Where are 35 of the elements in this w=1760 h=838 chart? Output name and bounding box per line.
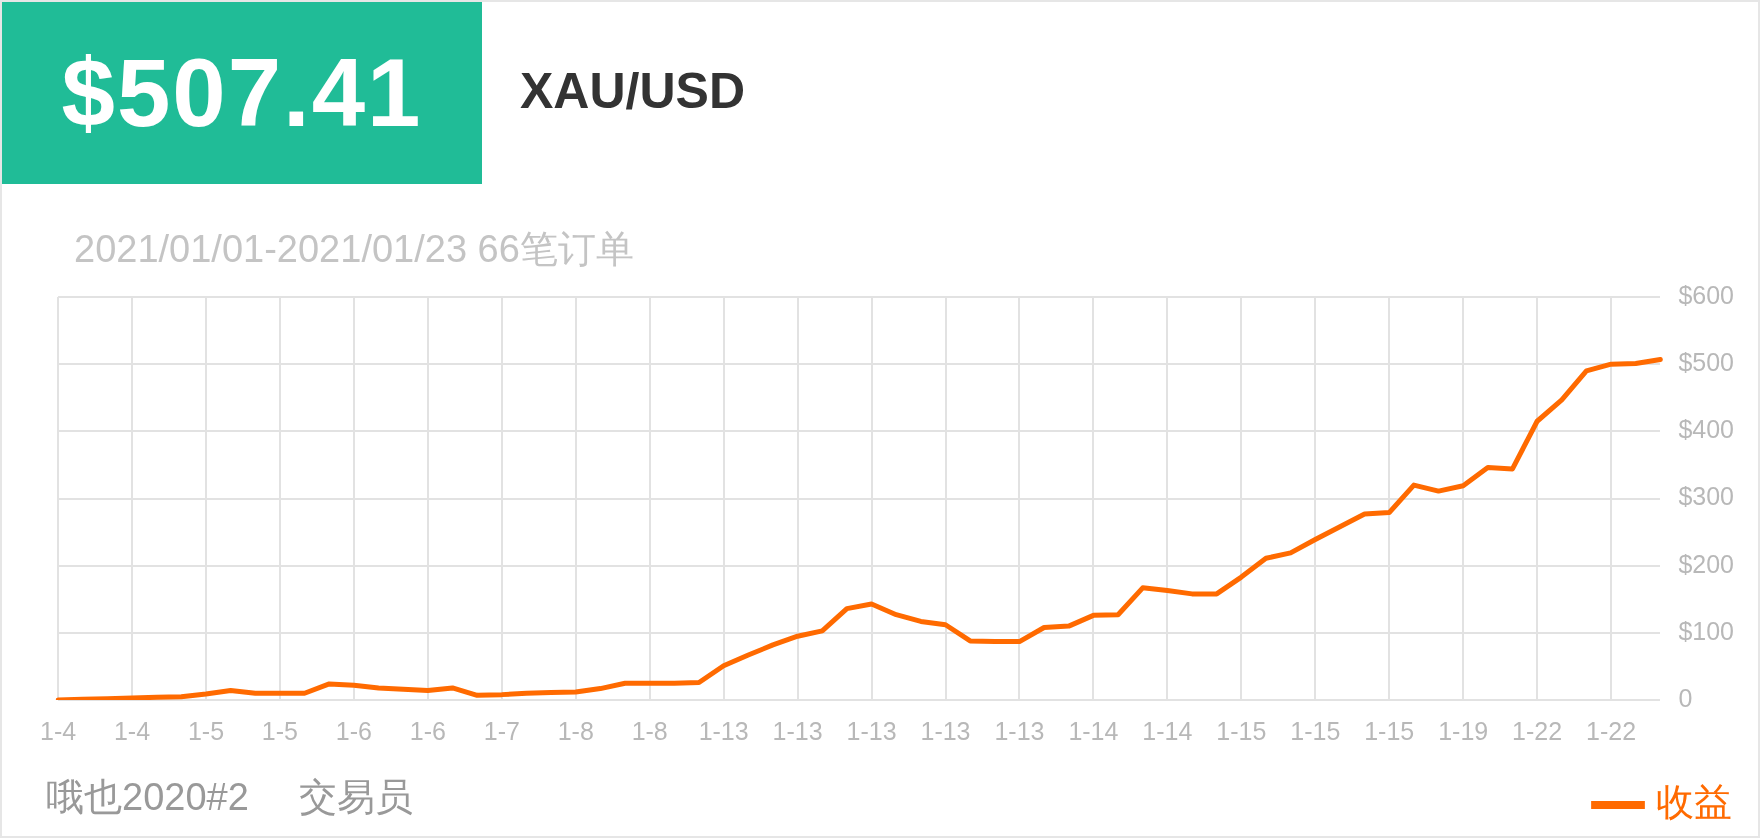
y-tick-label: 0 [1678, 683, 1693, 712]
y-tick-label: $100 [1678, 616, 1735, 645]
x-tick-label: 1-15 [1364, 716, 1415, 745]
x-tick-label: 1-22 [1512, 716, 1563, 745]
x-tick-label: 1-7 [483, 716, 520, 745]
x-tick-label: 1-8 [631, 716, 668, 745]
y-tick-label: $300 [1678, 482, 1735, 511]
y-tick-label: $500 [1678, 348, 1735, 377]
x-tick-label: 1-4 [40, 716, 77, 745]
y-tick-label: $400 [1678, 415, 1735, 444]
y-tick-label: $200 [1678, 549, 1735, 578]
x-tick-label: 1-14 [1068, 716, 1119, 745]
x-tick-label: 1-5 [261, 716, 298, 745]
x-tick-label: 1-13 [920, 716, 971, 745]
legend-label: 收益 [1656, 781, 1732, 824]
chart-subtitle: 2021/01/01-2021/01/23 66笔订单 [74, 227, 634, 272]
x-tick-label: 1-6 [409, 716, 446, 745]
x-tick-label: 1-19 [1438, 716, 1489, 745]
x-tick-label: 1-13 [698, 716, 749, 745]
x-tick-label: 1-15 [1290, 716, 1341, 745]
x-tick-label: 1-15 [1216, 716, 1267, 745]
x-tick-label: 1-14 [1142, 716, 1193, 745]
chart-title: XAU/USD [520, 62, 746, 120]
text: $507.41 [61, 38, 423, 148]
text: 哦也2020#2 [46, 775, 249, 820]
x-tick-label: 1-4 [113, 716, 151, 745]
y-tick-label: $600 [1678, 280, 1735, 309]
x-tick-label: 1-13 [994, 716, 1045, 745]
x-tick-label: 1-13 [846, 716, 897, 745]
x-tick-label: 1-8 [557, 716, 594, 745]
x-tick-label: 1-22 [1586, 716, 1637, 745]
x-tick-label: 1-5 [187, 716, 225, 745]
x-tick-label: 1-13 [772, 716, 823, 745]
x-tick-label: 1-6 [335, 716, 372, 745]
text: 交易员 [298, 775, 413, 820]
